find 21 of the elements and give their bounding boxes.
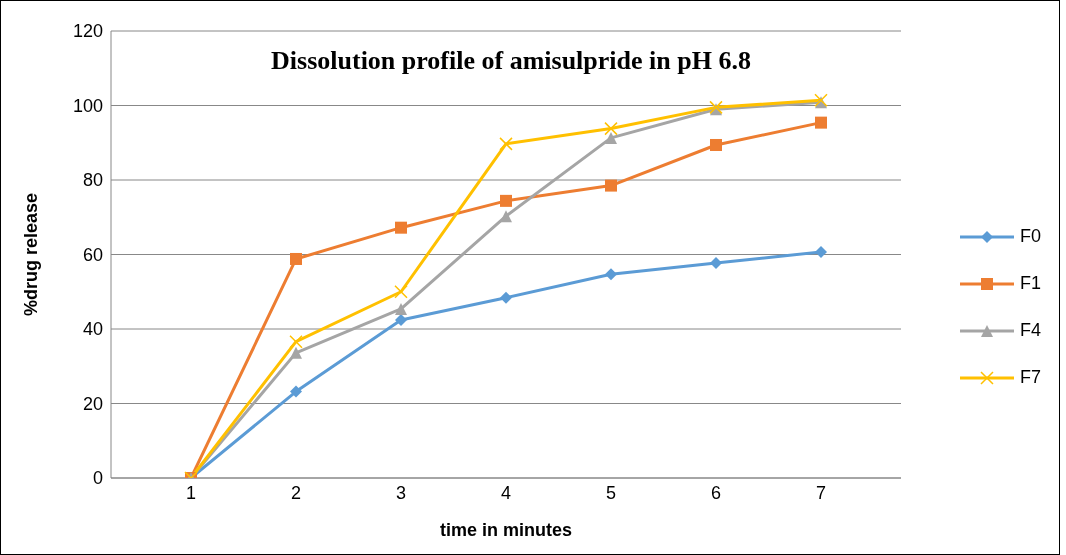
x-tick-label: 1 xyxy=(185,482,197,503)
x-axis-title: time in minutes xyxy=(439,520,573,540)
y-tick-label: 100 xyxy=(72,95,103,116)
y-tick-label: 60 xyxy=(82,244,103,265)
x-tick-label: 7 xyxy=(815,482,827,503)
y-tick-label: 80 xyxy=(82,170,103,191)
x-tick-label: 6 xyxy=(710,482,722,503)
legend-label: F0 xyxy=(1019,226,1041,247)
legend-label: F4 xyxy=(1019,320,1041,341)
x-tick-label: 5 xyxy=(605,482,617,503)
x-tick-label: 4 xyxy=(500,482,512,503)
y-tick-label: 40 xyxy=(82,319,103,340)
x-tick-label: 3 xyxy=(395,482,407,503)
legend-label: F7 xyxy=(1019,367,1041,388)
y-tick-label: 0 xyxy=(92,468,103,489)
y-tick-label: 120 xyxy=(72,21,103,42)
legend-label: F1 xyxy=(1019,273,1041,294)
text: Dissolution profile of amisulpride in pH 6.8 xyxy=(271,46,751,75)
y-tick-label: 20 xyxy=(82,393,103,414)
y-axis-title: %drug release xyxy=(21,192,42,317)
x-tick-label: 2 xyxy=(290,482,302,503)
